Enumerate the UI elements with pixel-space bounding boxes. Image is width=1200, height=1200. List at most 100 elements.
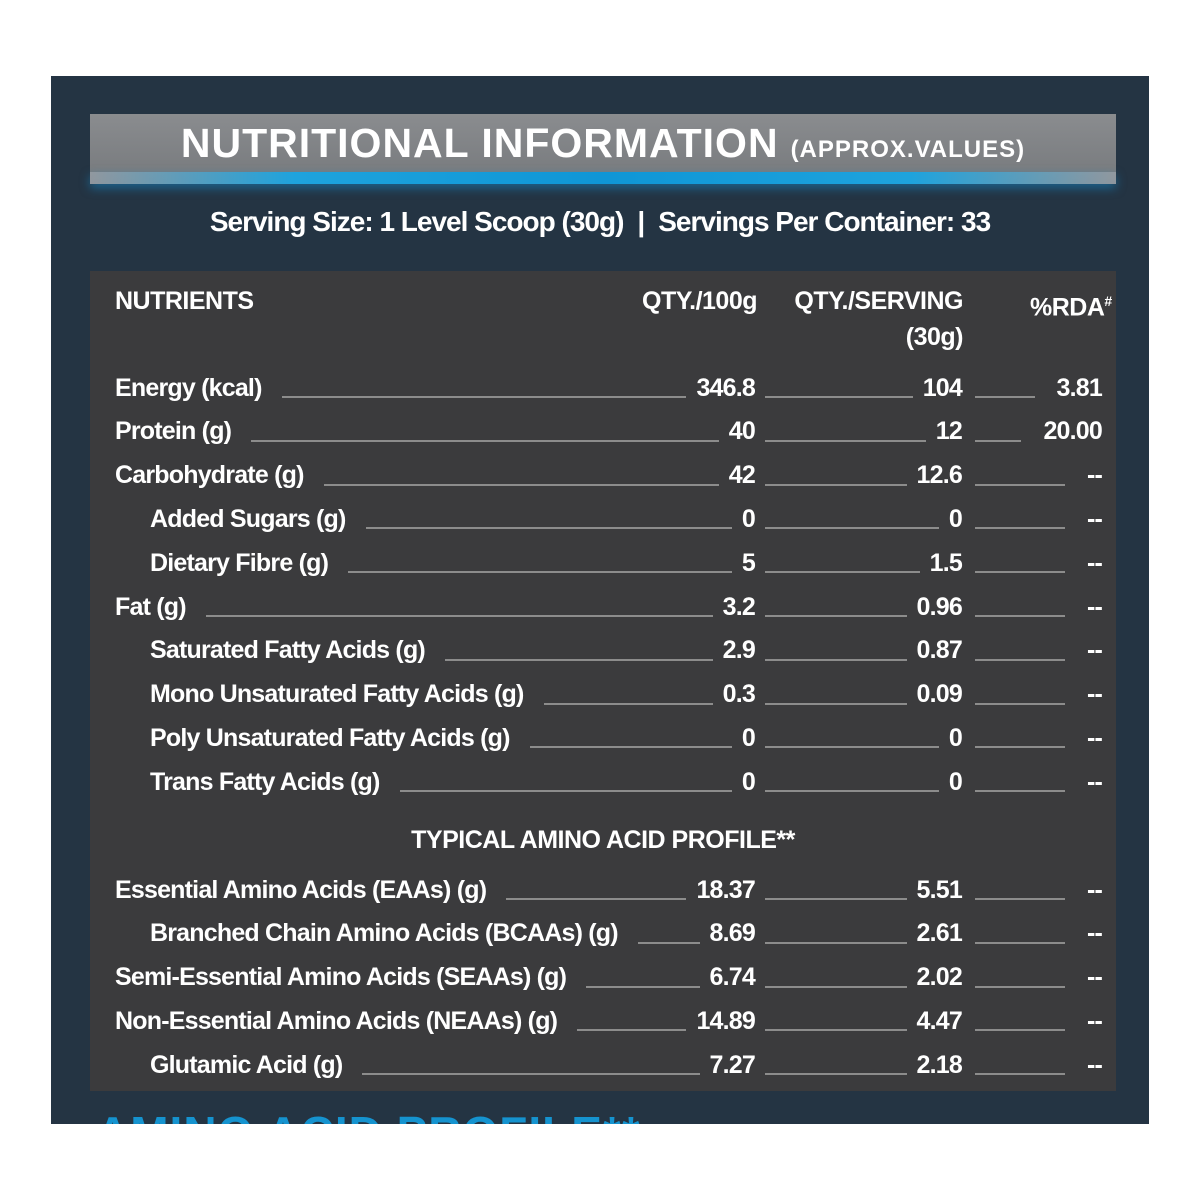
nutrient-name: Non-Essential Amino Acids (NEAAs) (g)	[115, 1006, 558, 1035]
serving-cell: 5.51	[765, 870, 963, 910]
qty-100g: 7.27	[709, 1050, 756, 1079]
serving-cell: 2.02	[765, 958, 963, 998]
nutrient-cell: Glutamic Acid (g) 7.27	[150, 1045, 756, 1085]
rda-value: 20.00	[1043, 417, 1102, 446]
table-row: Protein (g) 40 12 20.00	[90, 412, 1116, 452]
rda-cell: 3.81	[975, 368, 1103, 408]
serving-cell: 2.18	[765, 1045, 963, 1085]
nutrient-cell: Fat (g) 3.2	[115, 587, 756, 627]
leader-line	[399, 790, 732, 793]
leader-line	[975, 702, 1065, 705]
rda-cell: --	[975, 914, 1103, 954]
rda-value: --	[1086, 875, 1103, 904]
nutrition-panel: NUTRITIONAL INFORMATION (APPROX.VALUES) S…	[51, 76, 1149, 1124]
nutrient-name: Essential Amino Acids (EAAs) (g)	[115, 875, 487, 904]
rda-value: --	[1086, 767, 1103, 796]
leader-line	[975, 615, 1065, 617]
table-row: Non-Essential Amino Acids (NEAAs) (g) 14.…	[90, 1001, 1116, 1041]
qty-serving: 5.51	[916, 875, 963, 904]
qty-100g: 346.8	[696, 373, 755, 402]
qty-serving: 0	[948, 504, 963, 533]
title-banner: NUTRITIONAL INFORMATION (APPROX.VALUES)	[90, 114, 1116, 184]
rda-cell: --	[975, 870, 1103, 910]
rda-cell: --	[975, 958, 1103, 998]
table-row: Fat (g) 3.2 0.96 --	[90, 587, 1116, 627]
leader-line	[765, 439, 926, 442]
rda-value: 3.81	[1056, 373, 1103, 402]
nutrient-cell: Poly Unsaturated Fatty Acids (g) 0	[150, 718, 756, 758]
qty-100g: 0.3	[722, 680, 756, 709]
col-rda-mark: #	[1104, 293, 1112, 309]
nutrient-name: Mono Unsaturated Fatty Acids (g)	[150, 680, 524, 709]
table-row: Poly Unsaturated Fatty Acids (g) 0 0 --	[90, 718, 1116, 758]
table-row: Semi-Essential Amino Acids (SEAAs) (g) 6.…	[90, 958, 1116, 998]
col-nutrients: NUTRIENTS	[115, 287, 254, 315]
qty-serving: 0.96	[916, 592, 963, 621]
rda-cell: --	[975, 456, 1103, 496]
table-row: Mono Unsaturated Fatty Acids (g) 0.3 0.09 -…	[90, 675, 1116, 715]
rda-cell: --	[975, 718, 1103, 758]
amino-profile-heading-cut: AMINO ACID PROFILE**	[96, 1106, 641, 1124]
leader-line	[975, 790, 1065, 793]
leader-line	[765, 790, 939, 793]
leader-line	[975, 746, 1065, 749]
table-row: Glutamic Acid (g) 7.27 2.18 --	[90, 1045, 1116, 1085]
rda-value: --	[1086, 636, 1103, 665]
leader-line	[765, 396, 913, 398]
nutrient-cell: Essential Amino Acids (EAAs) (g) 18.37	[115, 870, 756, 910]
leader-line	[765, 941, 907, 944]
nutrient-name: Fat (g)	[115, 592, 187, 621]
qty-serving: 2.02	[916, 963, 963, 992]
leader-line	[975, 898, 1065, 900]
rda-cell: --	[975, 762, 1103, 802]
qty-100g: 0	[741, 723, 756, 752]
serving-cell: 104	[765, 368, 963, 408]
leader-line	[765, 702, 907, 705]
leader-line	[975, 396, 1035, 398]
nutrient-name: Added Sugars (g)	[150, 504, 346, 533]
rda-value: --	[1086, 680, 1103, 709]
leader-line	[975, 658, 1065, 661]
leader-line	[586, 985, 700, 988]
rda-value: --	[1086, 723, 1103, 752]
table-row: Energy (kcal) 346.8 104 3.81	[90, 368, 1116, 408]
nutrient-cell: Carbohydrate (g) 42	[115, 456, 756, 496]
serving-cell: 0	[765, 718, 963, 758]
leader-line	[765, 658, 907, 661]
leader-line	[205, 615, 713, 617]
serving-cell: 0.09	[765, 675, 963, 715]
leader-line	[251, 439, 719, 442]
nutrient-cell: Dietary Fibre (g) 5	[150, 543, 756, 583]
col-rda-label: %RDA	[1030, 293, 1105, 322]
table-row: Trans Fatty Acids (g) 0 0 --	[90, 762, 1116, 802]
qty-serving: 2.61	[916, 919, 963, 948]
table-row: Dietary Fibre (g) 5 1.5 --	[90, 543, 1116, 583]
rda-cell: 20.00	[975, 412, 1103, 452]
qty-100g: 5	[741, 548, 756, 577]
leader-line	[975, 1073, 1065, 1076]
nutrient-name: Semi-Essential Amino Acids (SEAAs) (g)	[115, 963, 567, 992]
rda-value: --	[1086, 1050, 1103, 1079]
qty-100g: 40	[728, 417, 756, 446]
qty-serving: 0	[948, 723, 963, 752]
qty-100g: 42	[728, 461, 756, 490]
nutrient-cell: Saturated Fatty Acids (g) 2.9	[150, 631, 756, 671]
nutrient-name: Energy (kcal)	[115, 373, 262, 402]
qty-serving: 0.09	[916, 680, 963, 709]
leader-line	[444, 658, 713, 661]
rda-value: --	[1086, 504, 1103, 533]
leader-line	[975, 985, 1065, 988]
blue-glow-bar	[90, 172, 1116, 184]
rda-cell: --	[975, 587, 1103, 627]
col-qty100: QTY./100g	[642, 287, 758, 315]
rda-cell: --	[975, 675, 1103, 715]
serving-cell: 1.5	[765, 543, 963, 583]
leader-line	[362, 1073, 700, 1076]
qty-100g: 14.89	[696, 1006, 755, 1035]
nutrient-cell: Non-Essential Amino Acids (NEAAs) (g) 14.…	[115, 1001, 756, 1041]
qty-100g: 0	[741, 767, 756, 796]
serving-cell: 0	[765, 499, 963, 539]
qty-100g: 8.69	[709, 919, 756, 948]
page-title: NUTRITIONAL INFORMATION (APPROX.VALUES)	[90, 120, 1116, 167]
nutrient-cell: Added Sugars (g) 0	[150, 499, 756, 539]
